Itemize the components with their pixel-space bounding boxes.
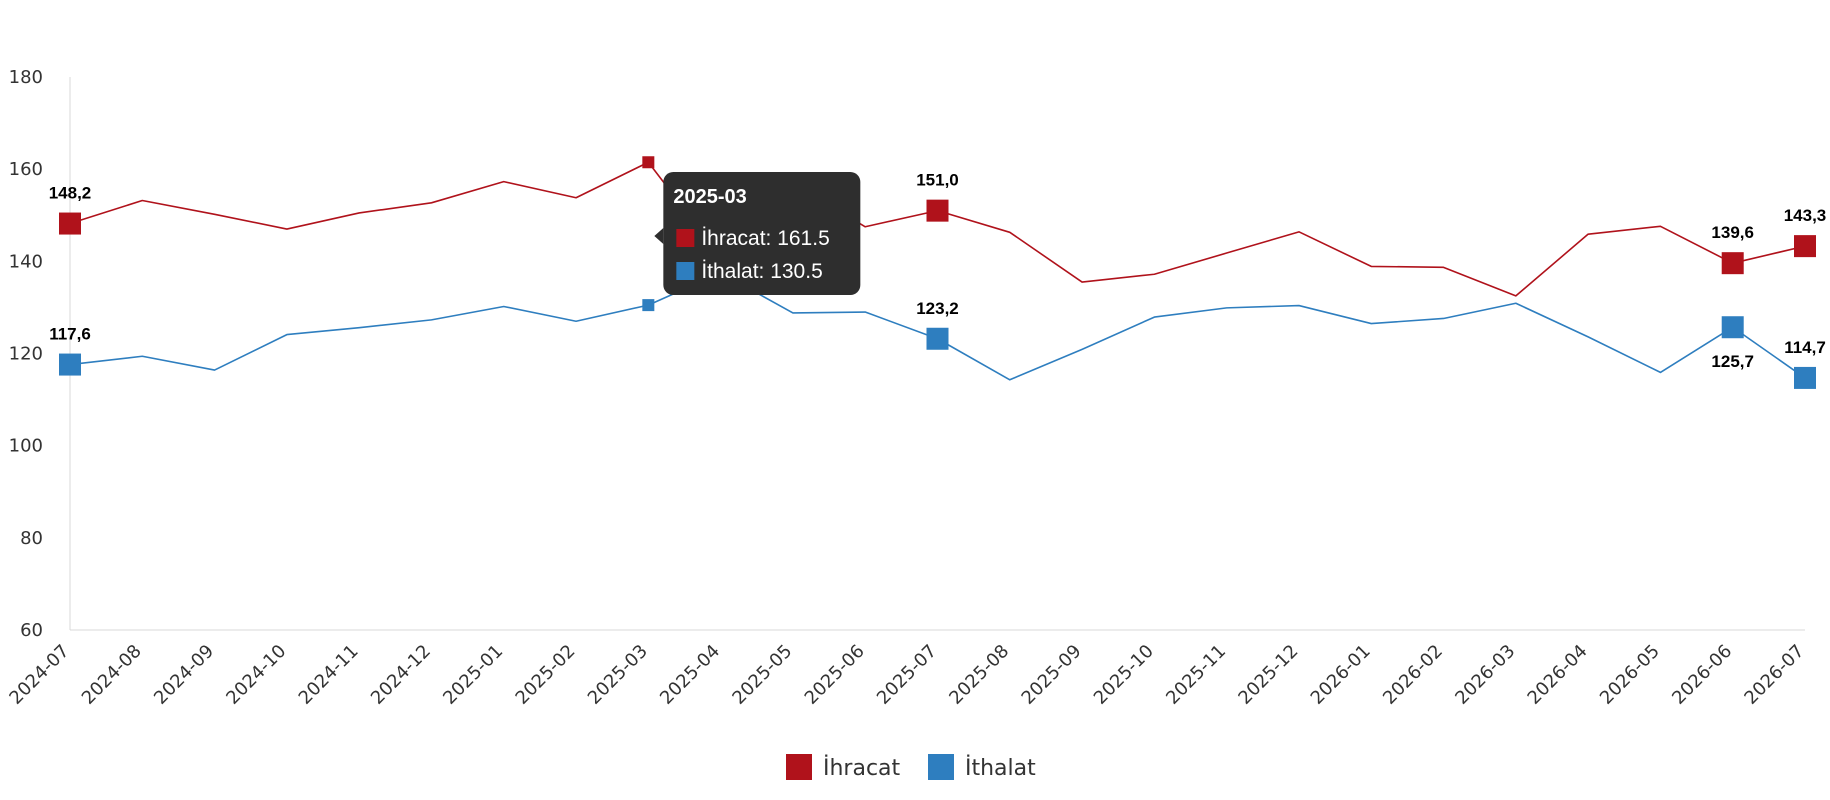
tooltip: 2025-03 İhracat: 161.5 İthalat: 130.5: [642, 156, 861, 312]
data-label: 125,7: [1711, 352, 1754, 371]
series-markers: [59, 199, 1816, 389]
x-tick-label: 2024-11: [295, 641, 363, 709]
x-tick-label: 2025-12: [1234, 641, 1302, 709]
legend-swatch: [786, 754, 812, 780]
tooltip-line: İthalat: 130.5: [701, 260, 822, 283]
x-tick-label: 2026-03: [1451, 641, 1519, 709]
x-tick-label: 2025-05: [728, 641, 796, 709]
x-tick-label: 2025-07: [873, 641, 941, 709]
x-tick-label: 2025-01: [439, 641, 507, 709]
data-marker: [926, 199, 949, 222]
y-tick-label: 160: [9, 159, 43, 180]
x-tick-label: 2025-08: [945, 641, 1013, 709]
x-axis: 2024-07 2024-08 2024-09 2024-10 2024-11 2024-…: [5, 629, 1809, 709]
x-tick-label: 2026-05: [1596, 641, 1664, 709]
x-tick-label: 2024-07: [5, 641, 73, 709]
legend-label: İthalat: [965, 755, 1036, 781]
tooltip-pointer: [654, 228, 664, 244]
data-label: 151,0: [916, 171, 959, 190]
x-tick-label: 2025-06: [801, 641, 869, 709]
data-label: 114,7: [1784, 338, 1826, 357]
x-tick-label: 2024-08: [78, 641, 146, 709]
hover-marker: [642, 156, 655, 169]
data-marker: [59, 212, 81, 235]
data-label: 123,2: [916, 299, 959, 318]
x-tick-label: 2025-03: [584, 641, 652, 709]
x-tick-label: 2025-09: [1018, 641, 1086, 709]
y-tick-label: 120: [9, 344, 43, 365]
data-label: 139,6: [1711, 223, 1754, 242]
data-label: 143,3: [1784, 206, 1827, 225]
x-tick-label: 2024-09: [150, 641, 218, 709]
x-tick-label: 2024-10: [222, 641, 290, 709]
data-marker: [59, 353, 81, 376]
data-marker: [1721, 316, 1744, 339]
x-tick-label: 2026-06: [1668, 641, 1736, 709]
legend-item-1[interactable]: İhracat: [786, 754, 901, 781]
tooltip-box: [663, 172, 861, 295]
data-labels: 148,2 151,0 139,6 143,3 117,6 123,2 125,7 114,7: [49, 171, 1827, 372]
data-marker: [926, 327, 949, 350]
data-label: 117,6: [49, 325, 91, 344]
data-marker: [1794, 235, 1816, 258]
x-tick-label: 2026-02: [1379, 641, 1447, 709]
y-tick-label: 100: [9, 436, 43, 457]
legend-swatch: [928, 754, 954, 780]
y-axis: 60 80 100 120 140 160 180: [9, 67, 71, 641]
x-tick-label: 2026-04: [1524, 641, 1592, 709]
y-tick-label: 140: [9, 251, 43, 272]
x-tick-label: 2026-07: [1740, 641, 1808, 709]
data-marker: [1721, 252, 1744, 275]
hover-marker: [642, 299, 655, 312]
x-tick-label: 2025-02: [512, 641, 580, 709]
data-marker: [1794, 366, 1816, 389]
y-tick-label: 80: [20, 528, 43, 549]
x-tick-label: 2024-12: [367, 641, 435, 709]
legend[interactable]: İhracat İthalat: [786, 754, 1036, 781]
legend-item-2[interactable]: İthalat: [928, 754, 1036, 781]
y-tick-label: 60: [20, 620, 43, 641]
x-tick-label: 2025-04: [656, 641, 724, 709]
y-tick-label: 180: [9, 67, 43, 88]
tooltip-title: 2025-03: [673, 186, 746, 208]
data-label: 148,2: [49, 184, 92, 203]
x-tick-label: 2025-11: [1162, 641, 1230, 709]
legend-label: İhracat: [823, 755, 901, 781]
tooltip-swatch: [676, 262, 695, 280]
series-line-2: [69, 272, 1806, 381]
x-tick-label: 2025-10: [1090, 641, 1158, 709]
x-tick-label: 2026-01: [1307, 641, 1375, 709]
tooltip-swatch: [676, 229, 695, 247]
tooltip-line: İhracat: 161.5: [701, 227, 829, 250]
